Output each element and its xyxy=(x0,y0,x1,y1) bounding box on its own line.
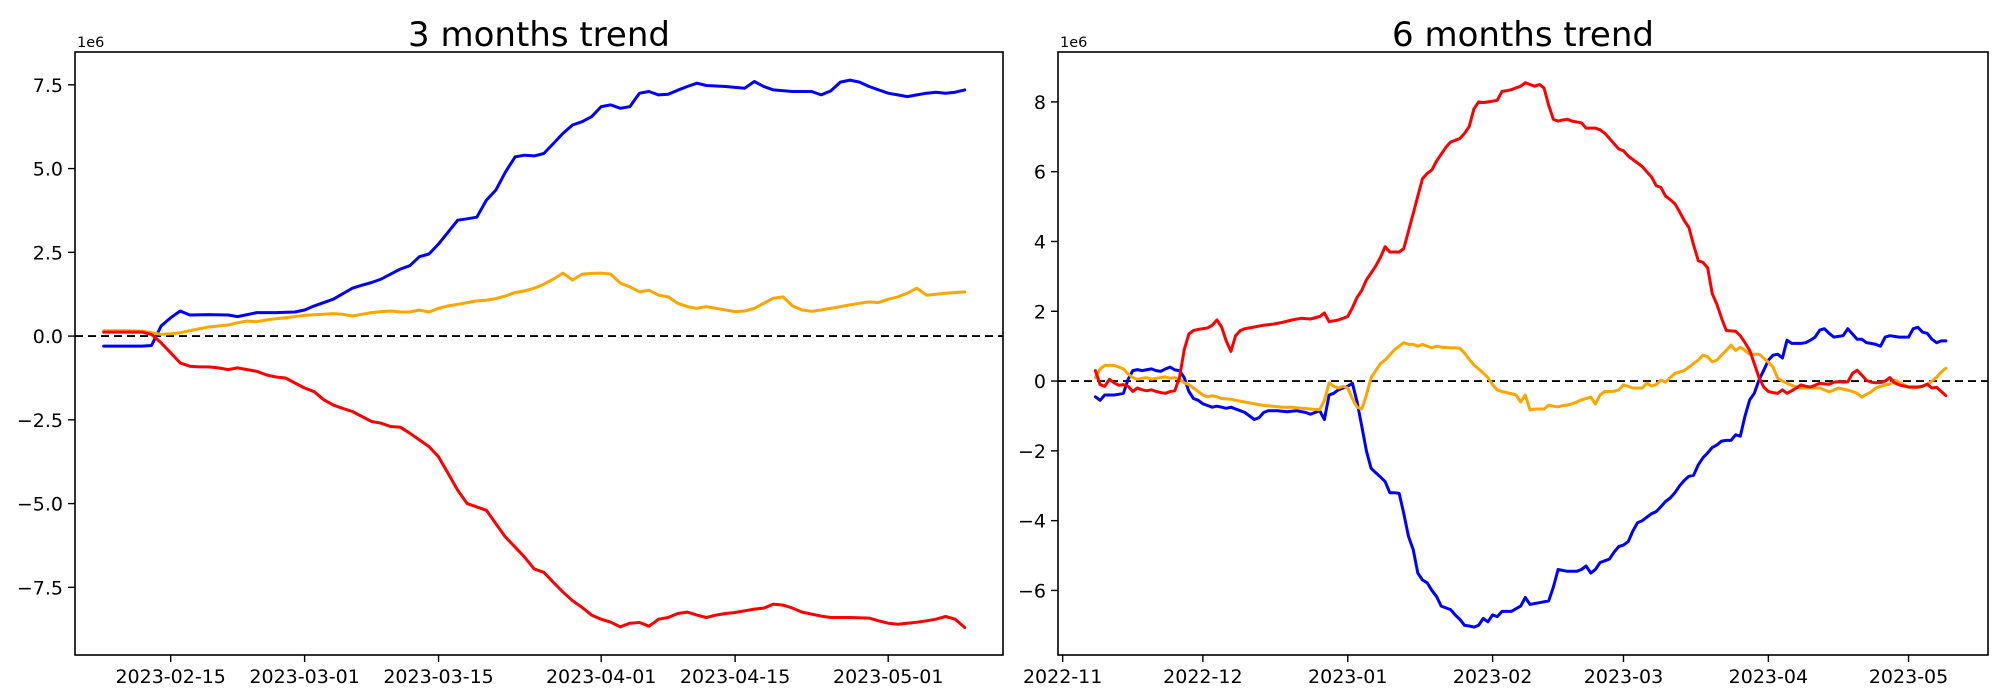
y-tick-label: 0 xyxy=(1034,371,1046,393)
x-tick-label: 2023-03 xyxy=(1584,666,1663,688)
chart-3-months-trend: 7.5 5.0 2.5 0.0 −2.5 −5.0 −7.5 2023-02-15 2023-0… xyxy=(17,51,1004,688)
x-tick-label: 2022-11 xyxy=(1023,666,1102,688)
series-line-blue xyxy=(1093,325,1948,629)
y-tick-label: 2 xyxy=(1034,301,1046,323)
x-tick-label: 2023-05-01 xyxy=(833,666,943,688)
y-tick-label: 2.5 xyxy=(33,242,63,264)
y-tick-label: −5.0 xyxy=(17,494,63,516)
series-line-red xyxy=(102,330,967,629)
x-tick-label: 2023-05 xyxy=(1869,666,1948,688)
y-axis-offset-text-right: 1e6 xyxy=(1060,35,1087,51)
x-tick-label: 2023-03-15 xyxy=(383,666,493,688)
y-tick-label: −7.5 xyxy=(17,577,63,599)
y-axis-offset-text-left: 1e6 xyxy=(77,35,104,51)
y-tick-label: 0.0 xyxy=(33,326,63,348)
chart-title-3-months: 3 months trend xyxy=(408,15,670,55)
series-line-orange xyxy=(1093,341,1948,412)
x-tick-label: 2023-03-01 xyxy=(249,666,359,688)
plot-border xyxy=(1057,51,1989,656)
y-tick-label: 5.0 xyxy=(33,159,63,181)
series-line-blue xyxy=(102,78,967,348)
y-tick-label: −2.5 xyxy=(17,410,63,432)
x-tick-label: 2023-04 xyxy=(1729,666,1808,688)
y-tick-label: −6 xyxy=(1018,580,1046,602)
chart-title-6-months: 6 months trend xyxy=(1392,15,1654,55)
x-tick-label: 2023-04-15 xyxy=(680,666,790,688)
y-tick-label: 8 xyxy=(1034,92,1046,114)
y-tick-label: −4 xyxy=(1018,511,1046,533)
plot-border xyxy=(74,51,1004,656)
x-tick-label: 2022-12 xyxy=(1163,666,1242,688)
x-tick-label: 2023-02 xyxy=(1453,666,1532,688)
x-tick-label: 2023-01 xyxy=(1308,666,1387,688)
y-tick-label: 7.5 xyxy=(33,75,63,97)
y-tick-label: 6 xyxy=(1034,162,1046,184)
series-line-red xyxy=(1093,81,1948,398)
chart-6-months-trend: 8 6 4 2 0 −2 −4 −6 2022-11 2022-12 2023-01 2023-02 2… xyxy=(1018,51,1989,688)
y-tick-label: −2 xyxy=(1018,441,1046,463)
y-tick-label: 4 xyxy=(1034,231,1046,253)
x-tick-label: 2023-04-01 xyxy=(546,666,656,688)
series-line-orange xyxy=(102,271,967,336)
x-tick-label: 2023-02-15 xyxy=(115,666,225,688)
